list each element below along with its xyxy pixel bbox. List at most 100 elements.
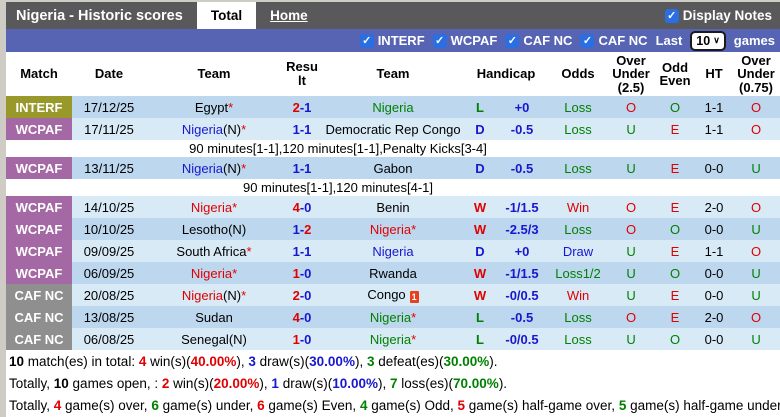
text-segment: Loss (564, 309, 592, 325)
over-under-2-5-cell: U (608, 240, 655, 262)
text-segment: O (750, 309, 762, 325)
chevron-down-icon: ∨ (713, 35, 720, 45)
date-cell: 20/08/25 (72, 284, 146, 306)
summary-segment: 5 (457, 398, 465, 413)
text-segment: -0 (299, 265, 312, 281)
text-segment: 2 (304, 221, 312, 237)
text-segment: U (626, 331, 636, 347)
tab-home[interactable]: Home (270, 8, 308, 23)
odd-even-cell: E (654, 157, 697, 179)
text-segment: E (670, 287, 680, 303)
match-row[interactable]: WCPAF 10/10/25 Lesotho(N) 1-2 Nigeria* W -2.5/… (6, 218, 780, 240)
handicap-cell: +0 (496, 240, 549, 262)
col-header-ht: HT (696, 52, 733, 96)
odds-cell: Loss (548, 306, 609, 328)
match-row[interactable]: WCPAF 17/11/25 Nigeria(N)* 1-1 Democratic Re… (6, 118, 780, 140)
date-cell: 14/10/25 (72, 196, 146, 218)
col-header-handicap: Handicap (464, 52, 549, 96)
text-segment: * (241, 160, 247, 176)
score-cell: 4-0 (282, 306, 322, 328)
handicap-cell: -0/0.5 (496, 328, 549, 350)
match-row[interactable]: WCPAF 13/11/25 Nigeria(N)* 1-1 Gabon D -0.5 Los… (6, 157, 780, 179)
display-notes-toggle[interactable]: ✓ Display Notes (664, 2, 780, 29)
checkbox-icon[interactable]: ✓ (580, 33, 595, 48)
over-under-0-75-cell: O (732, 118, 780, 140)
summary-segment: 4 (359, 398, 368, 413)
summary: 10 match(es) in total: 4 win(s)(40.00%),… (6, 350, 780, 417)
col-header-away-team: Team (322, 52, 464, 96)
competition-badge: INTERF (6, 96, 72, 118)
note-text: 90 minutes[1-1],120 minutes[1-1],Penalty… (6, 140, 780, 157)
home-team-cell: Egypt* (146, 96, 282, 118)
summary-segment: game(s) over, (61, 398, 152, 413)
competition-badge: CAF NC (6, 284, 72, 306)
text-segment: U (626, 121, 636, 137)
match-row[interactable]: WCPAF 09/09/25 South Africa* 1-1 Nigeria D +0 D… (6, 240, 780, 262)
text-segment: 1- (292, 221, 305, 237)
match-row[interactable]: CAF NC 06/08/25 Senegal(N) 1-0 Nigeria* L -0/0… (6, 328, 780, 350)
home-team-cell: Nigeria(N)* (146, 118, 282, 140)
over-under-2-5-cell: U (608, 284, 655, 306)
summary-segment: 10 (53, 376, 69, 391)
filter-caf-nc-4[interactable]: ✓ CAF NC (580, 33, 648, 48)
odds-cell: Loss (548, 328, 609, 350)
summary-line-1: 10 match(es) in total: 4 win(s)(40.00%),… (9, 351, 780, 373)
match-row[interactable]: WCPAF 06/09/25 Nigeria* 1-0 Rwanda W -1/1.5 Los… (6, 262, 780, 284)
summary-segment: 6 (257, 398, 265, 413)
text-segment: W (473, 199, 487, 215)
text-segment: D (475, 160, 485, 176)
filter-label: CAF NC (523, 33, 573, 48)
text-segment: O (625, 309, 637, 325)
checkbox-icon[interactable]: ✓ (505, 33, 520, 48)
text-segment: U (626, 243, 636, 259)
over-under-0-75-cell: O (732, 96, 780, 118)
match-row[interactable]: CAF NC 13/08/25 Sudan 4-0 Nigeria* L -0.5 Loss O… (6, 306, 780, 328)
text-segment: Rwanda (369, 265, 417, 281)
over-under-0-75-cell: U (732, 262, 780, 284)
result-letter-cell: L (464, 306, 496, 328)
filter-interf-1[interactable]: ✓ INTERF (359, 33, 425, 48)
summary-segment: Totally, (9, 376, 54, 391)
summary-segment: game(s) Even, (264, 398, 360, 413)
text-segment: * (228, 99, 234, 115)
text-segment: Nigeria (181, 287, 224, 303)
filter-checkbox-group: ✓ INTERF ✓ WCPAF ✓ CAF NC ✓ CAF NC (359, 33, 648, 48)
summary-segment: 7 (389, 376, 398, 391)
home-team-cell: Senegal(N) (146, 328, 282, 350)
over-under-2-5-cell: O (608, 96, 655, 118)
content: Nigeria - Historic scores Total Home ✓ Di… (6, 2, 780, 417)
text-segment: 1-1 (292, 243, 312, 259)
home-team-cell: South Africa* (146, 240, 282, 262)
summary-line-2: Totally, 10 games open, : 2 win(s)(20.00… (9, 373, 780, 395)
page-title: Nigeria - Historic scores (16, 7, 183, 24)
text-segment: Nigeria (190, 265, 233, 281)
away-team-cell: Rwanda (322, 262, 464, 284)
text-segment: L (476, 331, 484, 347)
summary-segment: ), (259, 376, 272, 391)
summary-segment: 4 (53, 398, 62, 413)
competition-badge: WCPAF (6, 157, 72, 179)
text-segment: E (670, 199, 680, 215)
checkbox-icon[interactable]: ✓ (359, 33, 374, 48)
match-row[interactable]: WCPAF 14/10/25 Nigeria* 4-0 Benin W -1/1.5 Win O… (6, 196, 780, 218)
summary-segment: Totally, (9, 398, 54, 413)
tab-total[interactable]: Total (196, 2, 257, 29)
odds-cell: Win (548, 196, 609, 218)
games-label: games (733, 33, 775, 48)
summary-segment: win(s)( (169, 376, 214, 391)
checkbox-icon[interactable]: ✓ (432, 33, 447, 48)
match-row[interactable]: INTERF 17/12/25 Egypt* 2-1 Nigeria L +0 Loss O O 1… (6, 96, 780, 118)
ht-cell: 1-1 (696, 96, 733, 118)
home-team-cell: Sudan (146, 306, 282, 328)
last-games-select[interactable]: 10 ∨ (690, 30, 726, 51)
text-segment: O (625, 199, 637, 215)
score-cell: 2-1 (282, 96, 322, 118)
summary-segment: 20.00% (213, 376, 260, 391)
filter-wcpaf-2[interactable]: ✓ WCPAF (432, 33, 497, 48)
filter-caf-nc-3[interactable]: ✓ CAF NC (505, 33, 572, 48)
display-notes-checkbox-icon[interactable]: ✓ (664, 8, 679, 23)
match-row[interactable]: CAF NC 20/08/25 Nigeria(N)* 2-0 Congo 1 W -0/0.… (6, 284, 780, 306)
result-letter-cell: W (464, 196, 496, 218)
date-cell: 17/11/25 (72, 118, 146, 140)
